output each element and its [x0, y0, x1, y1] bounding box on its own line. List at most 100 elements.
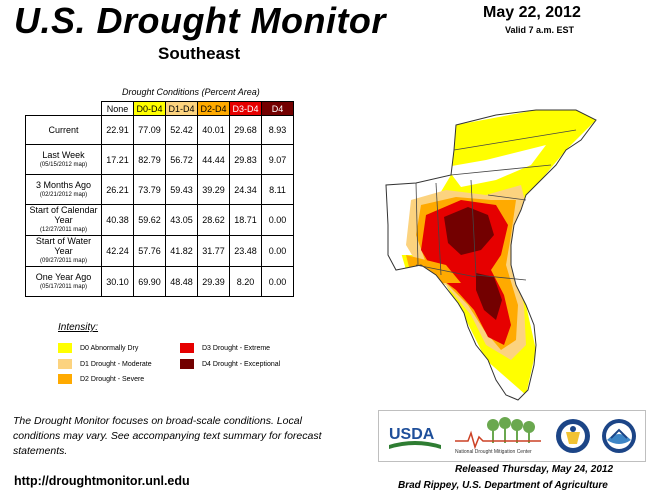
legend-swatch	[58, 343, 72, 353]
table-cell: 8.93	[261, 115, 294, 145]
table-cell: 41.82	[165, 235, 198, 267]
table-cell: 0.00	[261, 204, 294, 236]
row-sublabel: (05/17/2011 map)	[40, 283, 87, 290]
col-header-d3-d4: D3-D4	[229, 101, 262, 116]
legend-title: Intensity:	[58, 322, 99, 333]
table-cell: 48.48	[165, 266, 198, 297]
table-cell: 56.72	[165, 144, 198, 175]
table-cell: 8.20	[229, 266, 262, 297]
table-cell: 57.76	[133, 235, 166, 267]
ndmc-logo-graphic: National Drought Mitigation Center	[455, 417, 541, 455]
drought-conditions-table: None D0-D4 D1-D4 D2-D4 D3-D4 D4 Current …	[25, 101, 294, 297]
row-sublabel: (09/27/2011 map)	[40, 258, 87, 264]
col-header-none: None	[101, 101, 134, 116]
table-cell: 29.83	[229, 144, 262, 175]
table-cell: 0.00	[261, 266, 294, 297]
table-cell: 77.09	[133, 115, 166, 145]
table-row: 3 Months Ago (02/21/2012 map) 26.21 73.79…	[25, 174, 294, 205]
map-date: May 22, 2012	[483, 4, 581, 21]
page-title: U.S. Drought Monitor	[14, 0, 386, 41]
table-cell: 8.11	[261, 174, 294, 205]
table-cell: 82.79	[133, 144, 166, 175]
table-cell: 52.42	[165, 115, 198, 145]
svg-text:USDA: USDA	[389, 426, 435, 443]
map-region-d4	[476, 273, 502, 320]
ndmc-logo: National Drought Mitigation Center	[453, 415, 543, 459]
table-cell: 22.91	[101, 115, 134, 145]
table-row: Start of Calendar Year (12/27/2011 map) 4…	[25, 204, 294, 236]
table-cell: 17.21	[101, 144, 134, 175]
state-boundaries	[415, 129, 577, 281]
table-cell: 31.77	[197, 235, 230, 267]
noaa-logo-graphic	[602, 419, 636, 453]
table-cell: 26.21	[101, 174, 134, 205]
table-caption: Drought Conditions (Percent Area)	[122, 87, 260, 97]
legend-item-d2: D2 Drought - Severe	[58, 374, 144, 384]
website-link[interactable]: http://droughtmonitor.unl.edu	[14, 474, 190, 488]
table-cell: 29.39	[197, 266, 230, 297]
legend-label: D2 Drought - Severe	[80, 375, 145, 383]
valid-time: Valid 7 a.m. EST	[505, 25, 575, 35]
row-sublabel: (02/21/2012 map)	[39, 191, 88, 198]
author-credit: Brad Rippey, U.S. Department of Agricult…	[398, 480, 608, 491]
table-cell: 40.38	[101, 204, 134, 236]
row-label: Start of Calendar Year (12/27/2011 map)	[25, 204, 102, 236]
row-label: Current	[25, 115, 102, 145]
legend-swatch	[180, 343, 194, 353]
legend-label: D1 Drought - Moderate	[80, 360, 152, 368]
usda-logo: USDA	[387, 419, 443, 453]
table-cell: 0.00	[261, 235, 294, 267]
table-cell: 23.48	[229, 235, 262, 267]
table-cell: 24.34	[229, 174, 262, 205]
svg-text:National Drought Mitigation Ce: National Drought Mitigation Center	[455, 449, 532, 455]
table-cell: 9.07	[261, 144, 294, 175]
col-header-d1-d4: D1-D4	[165, 101, 198, 116]
table-cell: 28.62	[197, 204, 230, 236]
map-region-d4	[444, 207, 494, 255]
legend-swatch	[58, 359, 72, 369]
map-region-none	[446, 145, 546, 187]
table-row: Last Week (05/15/2012 map) 17.21 82.79 56…	[25, 144, 294, 175]
table-cell: 59.43	[165, 174, 198, 205]
row-label: One Year Ago (05/17/2011 map)	[25, 266, 102, 297]
legend-swatch	[180, 359, 194, 369]
table-cell: 29.68	[229, 115, 262, 145]
disclaimer-note: The Drought Monitor focuses on broad-sca…	[13, 415, 322, 457]
noaa-logo	[601, 418, 637, 454]
release-date: Released Thursday, May 24, 2012	[455, 464, 614, 475]
legend-label: D4 Drought - Exceptional	[202, 360, 281, 368]
table-cell: 18.71	[229, 204, 262, 236]
table-row: Start of Water Year (09/27/2011 map) 42.2…	[25, 235, 294, 267]
table-cell: 39.29	[197, 174, 230, 205]
legend-label: D0 Abnormally Dry	[80, 344, 139, 352]
table-cell: 43.05	[165, 204, 198, 236]
table-row: One Year Ago (05/17/2011 map) 30.10 69.90…	[25, 266, 294, 297]
row-sublabel: (12/27/2011 map)	[40, 227, 87, 233]
col-header-d4: D4	[261, 101, 294, 116]
map-outline	[385, 109, 597, 401]
table-row: Current 22.91 77.09 52.42 40.01 29.68 8.…	[25, 115, 294, 145]
table-cell: 44.44	[197, 144, 230, 175]
legend-item-d3: D3 Drought - Extreme	[180, 343, 270, 353]
region-subtitle: Southeast	[158, 44, 241, 63]
table-cell: 40.01	[197, 115, 230, 145]
table-cell: 69.90	[133, 266, 166, 297]
legend-label: D3 Drought - Extreme	[202, 344, 271, 352]
row-label: Start of Water Year (09/27/2011 map)	[25, 235, 102, 267]
row-sublabel: (05/15/2012 map)	[39, 161, 88, 168]
col-header-d0-d4: D0-D4	[133, 101, 166, 116]
legend-item-d4: D4 Drought - Exceptional	[180, 359, 280, 369]
table-header-row: None D0-D4 D1-D4 D2-D4 D3-D4 D4	[26, 101, 294, 116]
commerce-seal-logo	[555, 418, 591, 454]
commerce-seal-graphic	[556, 419, 590, 453]
row-label: 3 Months Ago (02/21/2012 map)	[25, 174, 102, 205]
table-corner	[26, 102, 102, 116]
row-label: Last Week (05/15/2012 map)	[25, 144, 102, 175]
table-cell: 42.24	[101, 235, 134, 267]
table-cell: 30.10	[101, 266, 134, 297]
table-cell: 73.79	[133, 174, 166, 205]
agency-logos: USDA National Drought Mitigation Center	[378, 410, 646, 462]
legend-item-d0: D0 Abnormally Dry	[58, 343, 138, 353]
col-header-d2-d4: D2-D4	[197, 101, 230, 116]
drought-map	[385, 109, 597, 401]
